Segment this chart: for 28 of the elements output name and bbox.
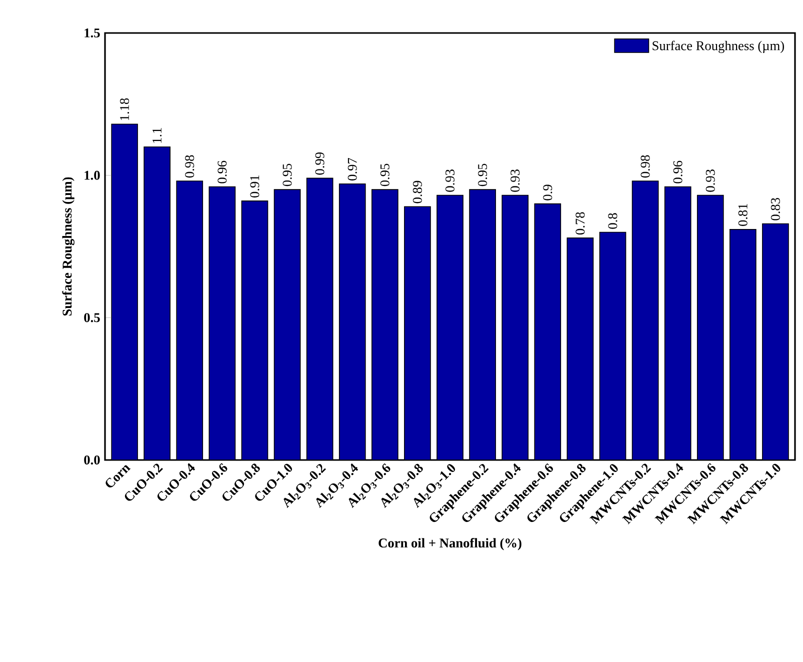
data-label: 0.91 <box>250 175 260 198</box>
legend-label: Surface Roughness (µm) <box>652 40 784 54</box>
data-label: 0.96 <box>218 160 227 184</box>
y-tick-label: 0.0 <box>84 455 100 465</box>
data-label: 0.93 <box>445 170 455 192</box>
y-axis-title: Surface Roughness (µm) <box>62 177 74 316</box>
data-label: 0.95 <box>380 164 390 186</box>
data-label: 0.98 <box>185 155 194 178</box>
data-label: 0.97 <box>348 158 357 180</box>
x-axis-title: Corn oil + Nanofluid (%) <box>378 538 522 550</box>
data-label: 0.95 <box>478 164 488 186</box>
data-label: 0.99 <box>315 152 324 175</box>
data-label: 0.95 <box>282 164 292 186</box>
data-label: 0.81 <box>738 204 748 226</box>
data-label: 0.78 <box>576 212 585 235</box>
data-label: 1.1 <box>152 128 162 143</box>
data-label: 0.93 <box>706 170 715 192</box>
y-tick-label: 0.5 <box>84 313 100 322</box>
data-label: 0.8 <box>608 213 618 229</box>
data-label: 0.96 <box>673 160 682 184</box>
data-label: 1.18 <box>120 98 130 120</box>
y-tick-label: 1.0 <box>84 170 100 180</box>
data-label: 0.83 <box>770 198 780 220</box>
data-label: 0.89 <box>412 180 422 204</box>
data-label: 0.9 <box>543 184 552 200</box>
y-tick-label: 1.5 <box>84 28 100 38</box>
data-label: 0.98 <box>640 155 650 178</box>
data-label: 0.93 <box>510 170 520 192</box>
